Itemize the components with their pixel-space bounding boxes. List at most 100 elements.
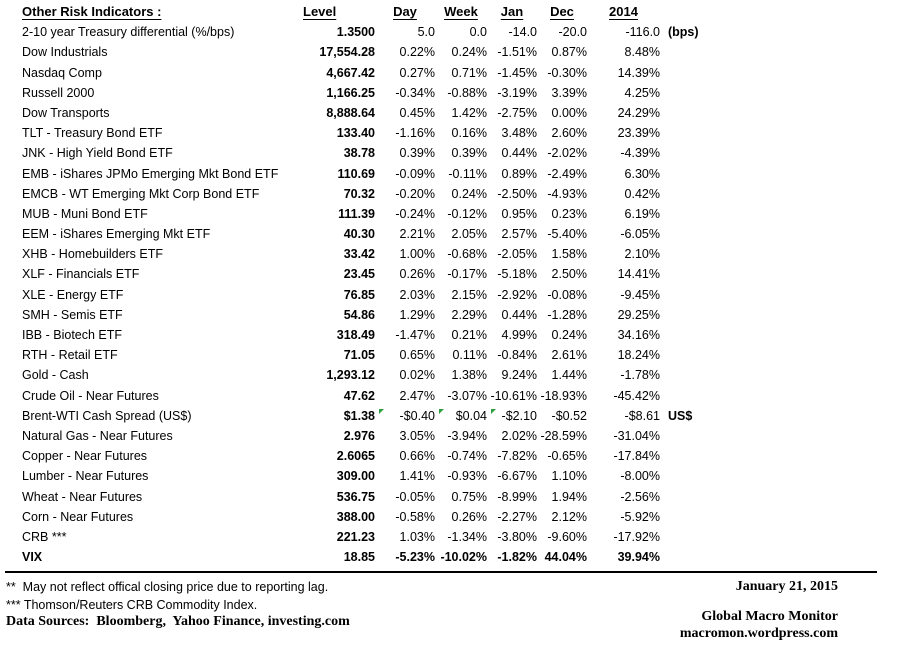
row-week-value: 0.24%	[451, 186, 487, 201]
table-row: 2-10 year Treasury differential (%/bps) …	[22, 22, 899, 42]
row-level-value: 221.23	[336, 529, 375, 544]
table-row: IBB - Biotech ETF 318.49 -1.47% 0.21% 4.…	[22, 325, 899, 345]
row-level-value: 388.00	[336, 509, 375, 524]
row-day-value: 2.03%	[399, 287, 435, 302]
table-row: Natural Gas - Near Futures 2.976 3.05% -…	[22, 426, 899, 446]
column-header-jan: Jan	[500, 4, 524, 19]
row-day-value: 1.00%	[399, 247, 435, 262]
row-dec-value: -0.08%	[547, 287, 587, 302]
row-2014-value: -17.92%	[613, 529, 660, 544]
table-title: Other Risk Indicators :	[22, 4, 162, 19]
table-row: Lumber - Near Futures 309.00 1.41% -0.93…	[22, 466, 899, 486]
site-url: macromon.wordpress.com	[679, 626, 838, 642]
table-row: MUB - Muni Bond ETF 111.39 -0.24% -0.12%…	[22, 204, 899, 224]
row-2014-value: 18.24%	[617, 348, 660, 363]
row-level-value: 47.62	[343, 388, 375, 403]
row-2014-value: 24.29%	[617, 105, 660, 120]
row-label: SMH - Semis ETF	[22, 307, 123, 322]
row-jan-value: -14.0	[508, 25, 538, 40]
row-dec-value: 2.60%	[551, 126, 587, 141]
row-dec-value: -18.93%	[540, 388, 587, 403]
row-dec-value: -2.49%	[547, 166, 587, 181]
data-sources-line: Data Sources: Bloomberg, Yahoo Finance, …	[6, 614, 350, 630]
table-row: CRB *** 221.23 1.03% -1.34% -3.80% -9.60…	[22, 527, 899, 547]
row-day-value: -0.20%	[395, 186, 435, 201]
table-row: XLF - Financials ETF 23.45 0.26% -0.17% …	[22, 264, 899, 284]
row-week-value: -0.68%	[447, 247, 487, 262]
report-date: January 21, 2015	[735, 579, 838, 595]
row-label: Russell 2000	[22, 85, 95, 100]
row-jan-value: 4.99%	[501, 328, 537, 342]
table-row: EMCB - WT Emerging Mkt Corp Bond ETF 70.…	[22, 184, 899, 204]
footnote-crb-index: *** Thomson/Reuters CRB Commodity Index.	[6, 598, 258, 613]
row-label: Dow Industrials	[22, 45, 108, 60]
row-2014-value: -31.04%	[613, 428, 660, 443]
row-day-value: -1.47%	[395, 328, 435, 342]
column-header-week: Week	[444, 4, 478, 19]
row-week-value: -10.02%	[440, 550, 487, 565]
row-week-value: 0.0	[469, 25, 487, 40]
row-dec-value: -0.65%	[547, 449, 587, 464]
row-2014-value: 34.16%	[617, 328, 660, 342]
row-2014-value: 2.10%	[624, 247, 660, 262]
row-dec-value: 0.24%	[551, 328, 587, 342]
row-level-value: $1.38	[343, 408, 375, 423]
row-level-value: 17,554.28	[319, 45, 375, 60]
row-week-value: 0.71%	[451, 65, 487, 80]
row-label: XHB - Homebuilders ETF	[22, 247, 164, 262]
row-dec-value: 2.12%	[551, 509, 587, 524]
row-level-value: 33.42	[343, 247, 375, 262]
column-header-day: Day	[393, 4, 417, 19]
row-dec-value: 1.44%	[551, 368, 587, 383]
row-jan-value: -1.82%	[497, 550, 537, 565]
table-row: TLT - Treasury Bond ETF 133.40 -1.16% 0.…	[22, 123, 899, 143]
row-jan-value: -7.82%	[497, 449, 537, 464]
row-label: XLF - Financials ETF	[22, 267, 140, 282]
cell-flag-triangle-icon	[439, 408, 444, 414]
row-label: XLE - Energy ETF	[22, 287, 124, 302]
table-row: SMH - Semis ETF 54.86 1.29% 2.29% 0.44% …	[22, 305, 899, 325]
row-day-value: 3.05%	[399, 428, 435, 443]
row-day-value: 1.29%	[399, 307, 435, 322]
row-2014-value: -5.92%	[620, 509, 660, 524]
footer-divider-line	[5, 571, 877, 574]
row-jan-value: -2.05%	[497, 247, 537, 262]
row-label: EMB - iShares JPMo Emerging Mkt Bond ETF	[22, 166, 279, 181]
row-2014-value: 4.25%	[624, 85, 660, 100]
row-2014-value: 14.41%	[617, 267, 660, 282]
table-row: EEM - iShares Emerging Mkt ETF 40.30 2.2…	[22, 224, 899, 244]
row-day-value: 0.39%	[399, 146, 435, 161]
site-name: Global Macro Monitor	[701, 609, 838, 625]
row-level-value: 40.30	[343, 227, 375, 242]
table-row: Nasdaq Comp 4,667.42 0.27% 0.71% -1.45% …	[22, 63, 899, 83]
table-row: Dow Transports 8,888.64 0.45% 1.42% -2.7…	[22, 103, 899, 123]
row-level-value: 536.75	[336, 489, 375, 504]
row-label: 2-10 year Treasury differential (%/bps)	[22, 25, 235, 40]
row-week-value: -0.17%	[447, 267, 487, 282]
row-label: Wheat - Near Futures	[22, 489, 143, 504]
row-2014-value: -8.00%	[620, 469, 660, 484]
row-jan-value: 0.44%	[501, 307, 537, 322]
row-dec-value: 1.58%	[551, 247, 587, 262]
row-jan-value: -2.27%	[497, 509, 537, 524]
row-2014-value: -2.56%	[620, 489, 660, 504]
row-week-value: -0.93%	[447, 469, 487, 484]
row-week-value: 0.39%	[451, 146, 487, 161]
table-row: EMB - iShares JPMo Emerging Mkt Bond ETF…	[22, 164, 899, 184]
row-label: RTH - Retail ETF	[22, 348, 118, 363]
row-jan-value: 0.95%	[501, 206, 537, 221]
row-label: Natural Gas - Near Futures	[22, 428, 173, 443]
row-unit-suffix: US$	[668, 408, 693, 423]
row-week-value: 0.16%	[451, 126, 487, 141]
row-label: Lumber - Near Futures	[22, 469, 149, 484]
table-row: Brent-WTI Cash Spread (US$) $1.38 -$0.40…	[22, 406, 899, 426]
row-dec-value: 0.87%	[551, 45, 587, 60]
table-row: XHB - Homebuilders ETF 33.42 1.00% -0.68…	[22, 244, 899, 264]
row-week-value: 0.75%	[451, 489, 487, 504]
row-dec-value: -5.40%	[547, 227, 587, 242]
table-row: XLE - Energy ETF 76.85 2.03% 2.15% -2.92…	[22, 285, 899, 305]
row-week-value: -3.07%	[447, 388, 487, 403]
cell-flag-triangle-icon	[491, 408, 496, 414]
table-row: JNK - High Yield Bond ETF 38.78 0.39% 0.…	[22, 143, 899, 163]
row-jan-value: -2.75%	[497, 105, 537, 120]
